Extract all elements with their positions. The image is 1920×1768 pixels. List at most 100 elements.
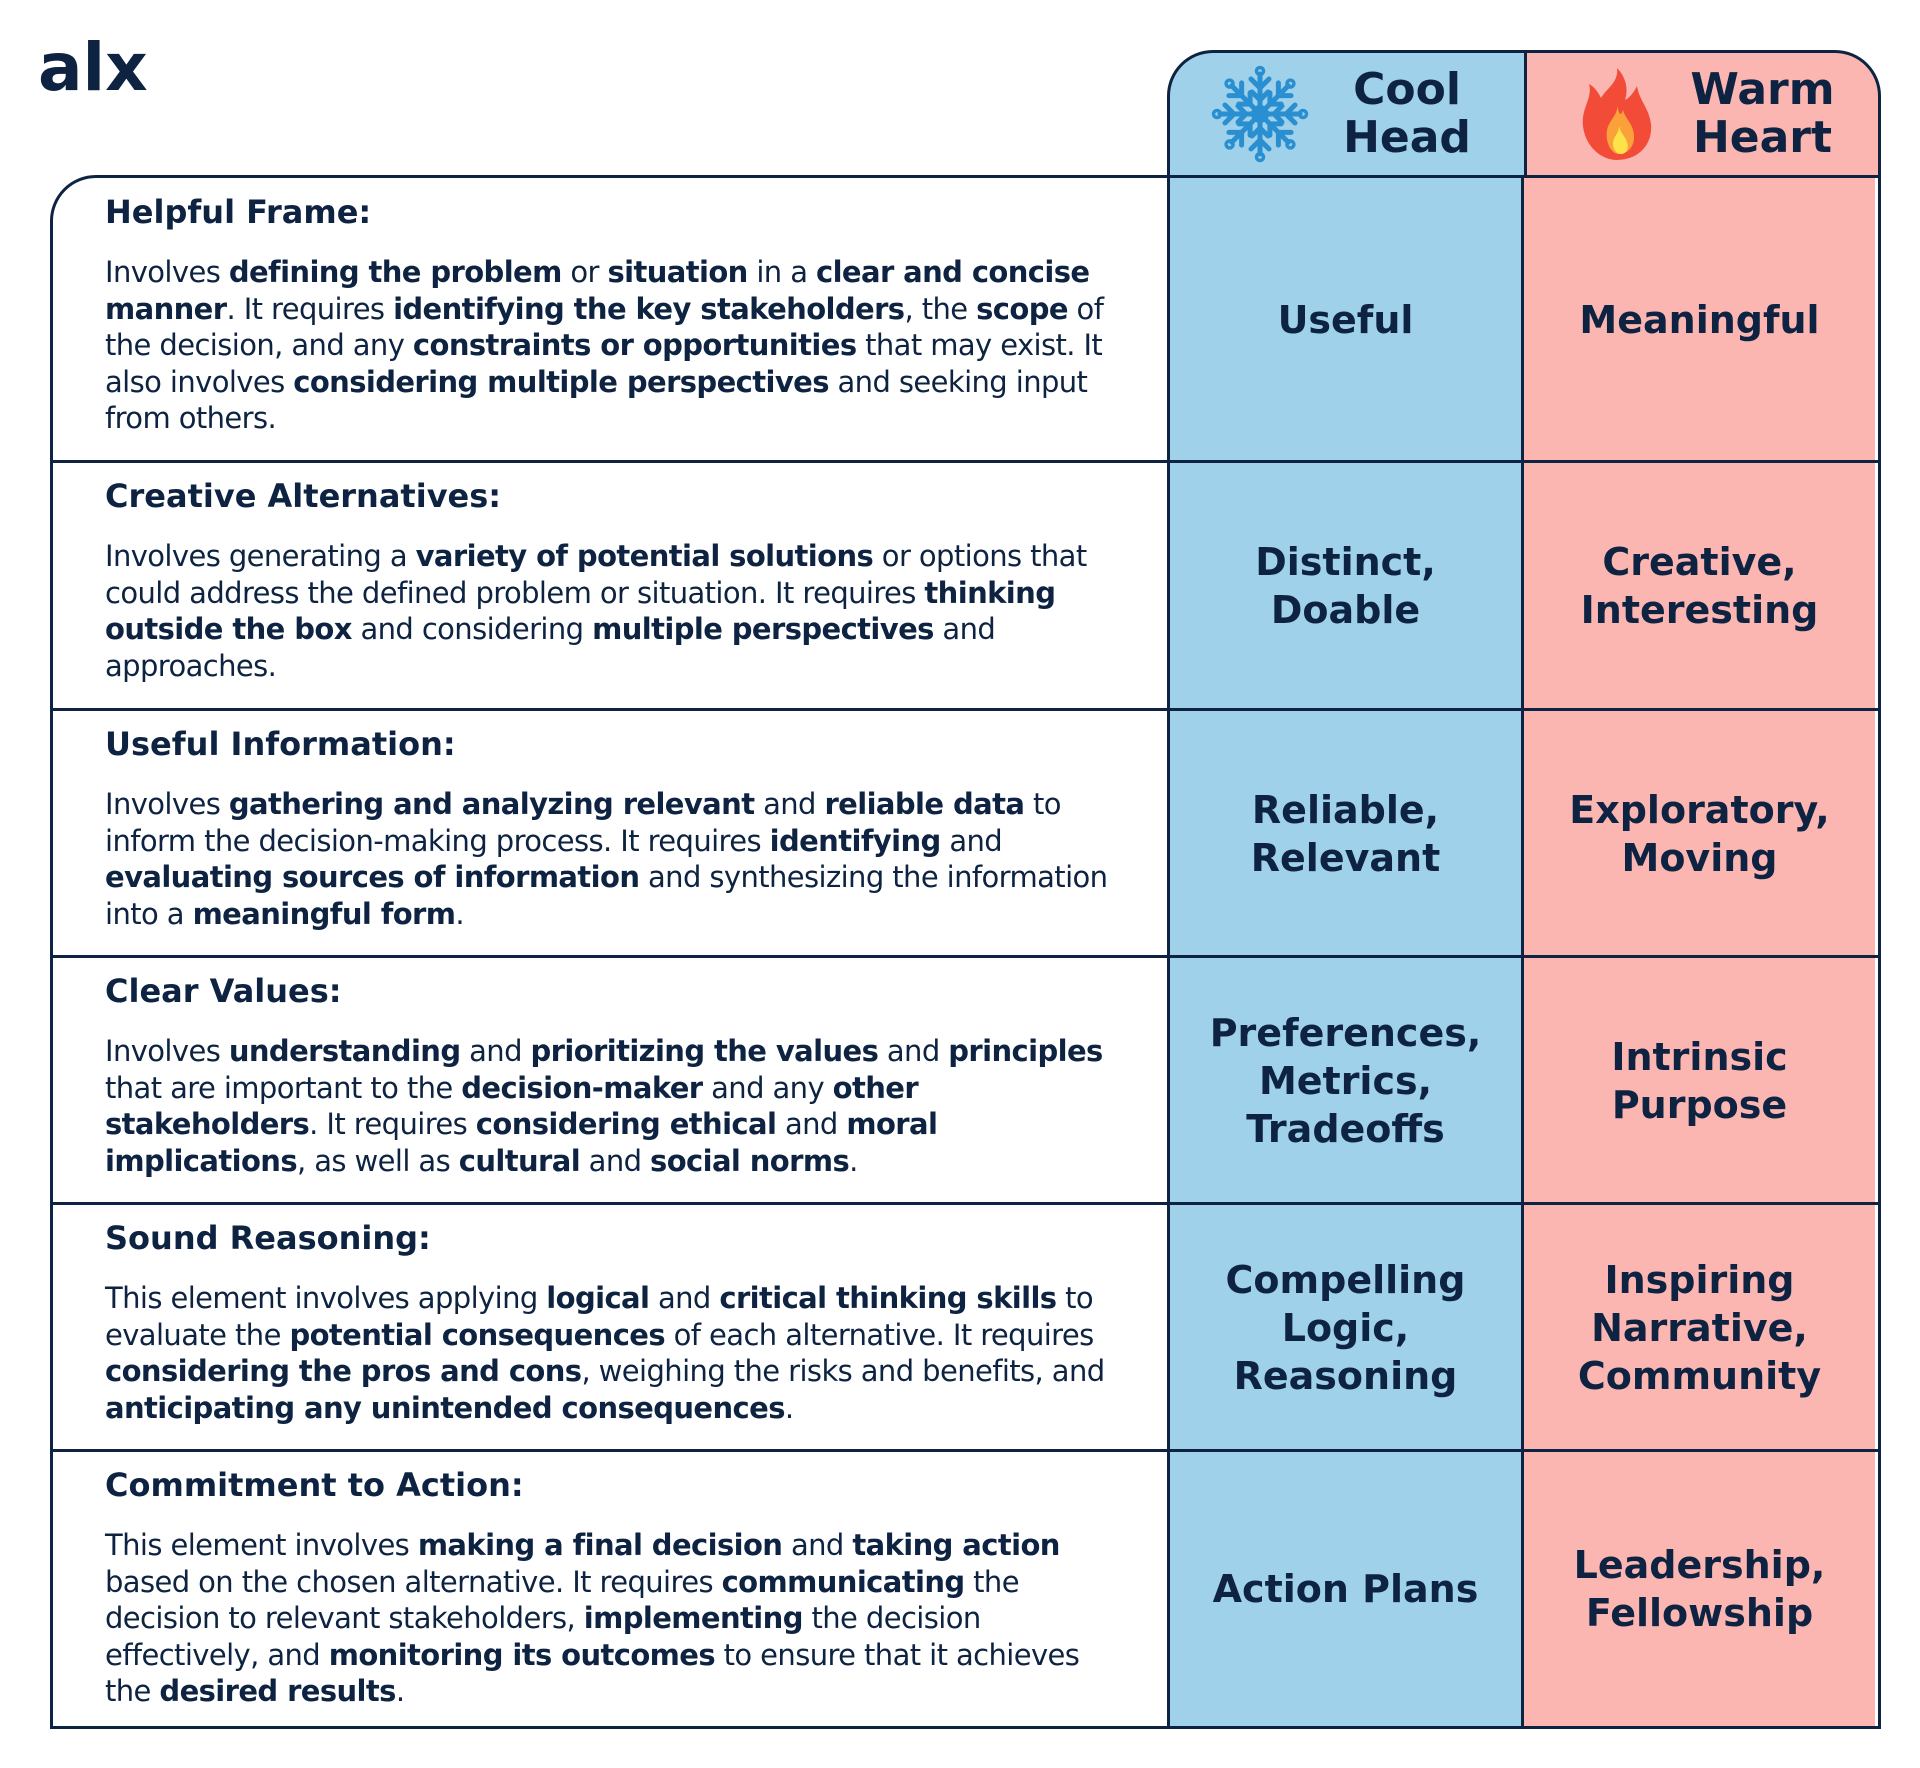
body-text: in a [747, 255, 816, 289]
body-text: . [849, 1143, 858, 1178]
table-row: Useful Information: Involves gathering an… [53, 710, 1878, 957]
row-description: Creative Alternatives: Involves generatin… [53, 462, 1170, 710]
body-emphasis: critical thinking skills [719, 1281, 1057, 1315]
body-text: . [395, 1674, 405, 1708]
body-text: or [561, 255, 608, 289]
cool-head-title-line: Cool [1353, 64, 1461, 115]
body-text: of each alternative. It requires [665, 1317, 1095, 1352]
body-emphasis: moral implications [105, 1107, 938, 1178]
body-text: and [754, 787, 825, 821]
cool-head-cell: Useful [1170, 178, 1524, 462]
alx-logo: alx [36, 28, 166, 108]
cool-head-title: Cool Head [1310, 66, 1504, 162]
cool-head-cell: Distinct, Doable [1170, 462, 1524, 710]
body-emphasis: logical [546, 1281, 650, 1315]
row-divider [53, 460, 1878, 463]
row-divider [53, 708, 1878, 711]
body-text: the decision to relevant stakeholders, [105, 1564, 1020, 1636]
row-title: Sound Reasoning: [105, 1219, 431, 1257]
body-text: and approaches. [105, 612, 996, 683]
body-text: and synthesizing the information into a [105, 860, 1108, 931]
cool-head-cell-line: Reasoning [1233, 1353, 1458, 1398]
body-text: and [782, 1528, 853, 1562]
body-emphasis: potential consequences [289, 1317, 666, 1352]
body-emphasis: reliable data [824, 787, 1025, 821]
warm-heart-cell: Meaningful [1524, 178, 1875, 462]
cool-head-cell-line: Doable [1270, 588, 1421, 632]
body-text: Involves [105, 1034, 229, 1068]
body-text: Involves [105, 787, 229, 821]
body-text: and [776, 1107, 847, 1141]
fire-icon [1567, 64, 1667, 164]
body-emphasis: considering multiple perspectives [293, 364, 829, 399]
body-text: or options that could address the define… [105, 539, 1087, 610]
body-emphasis: communicating [721, 1564, 966, 1599]
body-emphasis: desired results [159, 1674, 396, 1708]
body-emphasis: taking action [852, 1528, 1060, 1562]
row-title: Creative Alternatives: [105, 477, 502, 515]
body-text: . It requires [309, 1107, 476, 1141]
body-text: of the decision, and any [105, 291, 1104, 363]
warm-heart-cell-line: Exploratory, [1569, 787, 1830, 832]
row-description: Sound Reasoning: This element involves ap… [53, 1204, 1170, 1451]
body-text: to evaluate the [105, 1281, 1094, 1352]
body-emphasis: understanding [228, 1034, 461, 1068]
row-divider [53, 955, 1878, 958]
warm-heart-cell-line: Interesting [1580, 588, 1819, 632]
body-text: . It requires [226, 291, 394, 326]
body-emphasis: considering the pros and cons [105, 1354, 582, 1388]
warm-heart-cell-line: Intrinsic [1611, 1034, 1788, 1079]
body-text: and seeking input from others. [105, 364, 1088, 436]
cool-head-cell-line: Reliable, [1251, 787, 1440, 832]
row-title: Commitment to Action: [105, 1466, 524, 1504]
body-text: Involves generating a [105, 539, 416, 573]
cool-head-cell-line: Compelling [1225, 1257, 1466, 1302]
table-row: Helpful Frame: Involves defining the prob… [53, 178, 1878, 462]
warm-heart-cell-line: Narrative, [1591, 1305, 1808, 1350]
row-body: Involves generating a variety of potenti… [105, 538, 1127, 684]
body-emphasis: social norms [650, 1143, 850, 1178]
row-body: Involves gathering and analyzing relevan… [105, 786, 1127, 932]
warm-heart-cell-line: Fellowship [1585, 1590, 1814, 1635]
row-title: Useful Information: [105, 725, 456, 763]
body-text: the decision effectively, and [105, 1601, 981, 1672]
body-text: to inform the decision-making process. I… [105, 787, 1061, 858]
cool-head-cell: Reliable, Relevant [1170, 710, 1524, 957]
decision-quality-table: Helpful Frame: Involves defining the prob… [50, 175, 1881, 1729]
body-text: and [460, 1034, 531, 1068]
body-text: Involves [105, 255, 229, 289]
body-text: , the [904, 291, 977, 326]
body-emphasis: identifying the key stakeholders [393, 291, 905, 326]
body-emphasis: decision-maker [461, 1070, 703, 1105]
cool-head-cell-line: Logic, [1281, 1305, 1410, 1350]
body-emphasis: constraints or opportunities [412, 328, 857, 362]
body-emphasis: making a final decision [417, 1528, 783, 1562]
cool-head-cell-line: Relevant [1250, 835, 1441, 880]
body-text: and [940, 823, 1003, 858]
body-emphasis: situation [607, 255, 748, 289]
body-emphasis: cultural [458, 1143, 581, 1178]
cool-head-cell: Action Plans [1170, 1451, 1524, 1726]
cool-head-cell-line: Useful [1277, 298, 1414, 342]
table-row: Creative Alternatives: Involves generatin… [53, 462, 1878, 710]
body-emphasis: thinking outside the box [105, 575, 1056, 647]
warm-heart-cell: Exploratory, Moving [1524, 710, 1875, 957]
row-description: Commitment to Action: This element involv… [53, 1451, 1170, 1726]
row-divider [53, 1449, 1878, 1452]
body-text: , weighing the risks and benefits, and [581, 1354, 1105, 1388]
body-emphasis: identifying [769, 823, 942, 858]
warm-heart-cell-line: Inspiring [1604, 1257, 1795, 1302]
row-description: Useful Information: Involves gathering an… [53, 710, 1170, 957]
warm-heart-cell-line: Purpose [1611, 1082, 1788, 1127]
warm-heart-cell: Inspiring Narrative, Community [1524, 1204, 1875, 1451]
body-text: that are important to the [105, 1070, 462, 1105]
body-emphasis: variety of potential solutions [415, 539, 874, 573]
body-emphasis: anticipating any unintended consequences [105, 1390, 785, 1425]
body-emphasis: considering ethical [475, 1107, 777, 1141]
cool-head-cell: Compelling Logic, Reasoning [1170, 1204, 1524, 1451]
warm-heart-cell: Intrinsic Purpose [1524, 957, 1875, 1204]
body-emphasis: evaluating sources of information [105, 860, 640, 894]
warm-heart-cell-line: Leadership, [1573, 1542, 1826, 1587]
warm-heart-cell-line: Community [1577, 1353, 1822, 1398]
body-text: to ensure that it achieves the [105, 1637, 1080, 1709]
